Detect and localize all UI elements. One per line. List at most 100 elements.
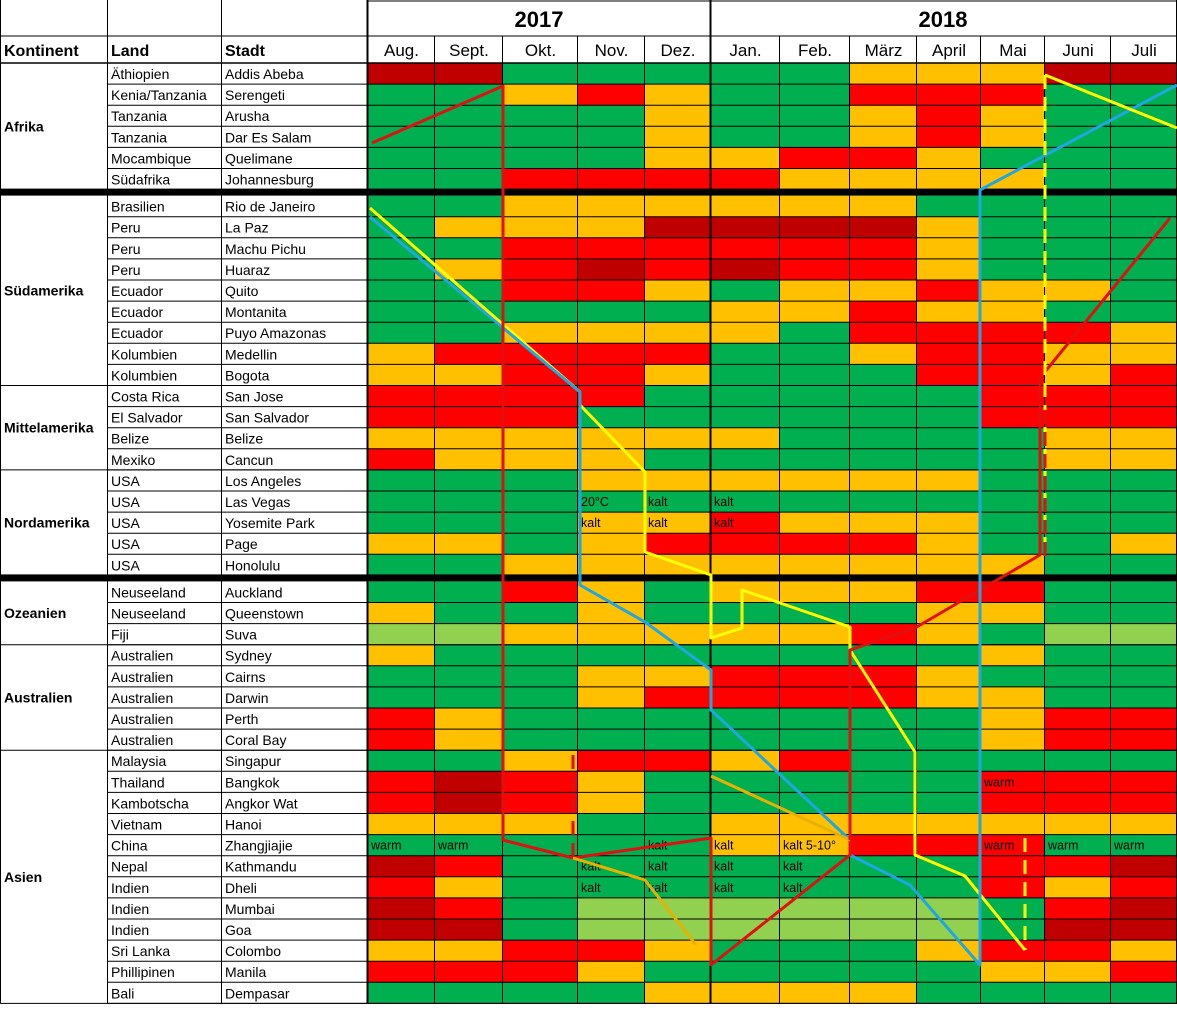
rating-cell[interactable] <box>1045 813 1111 835</box>
land-label[interactable]: Kambotscha <box>111 795 189 811</box>
rating-cell[interactable] <box>435 195 503 217</box>
rating-cell[interactable] <box>1111 982 1177 1004</box>
rating-cell[interactable] <box>780 364 850 386</box>
rating-cell[interactable] <box>1045 343 1111 365</box>
rating-cell[interactable] <box>711 708 780 730</box>
rating-cell[interactable] <box>981 940 1045 962</box>
rating-cell[interactable] <box>368 448 435 470</box>
rating-cell[interactable] <box>645 105 711 127</box>
rating-cell[interactable] <box>435 491 503 513</box>
rating-cell[interactable] <box>578 469 645 491</box>
rating-cell[interactable] <box>981 729 1045 751</box>
rating-cell[interactable] <box>578 168 645 190</box>
rating-cell[interactable] <box>1045 961 1111 983</box>
rating-cell[interactable] <box>368 237 435 259</box>
rating-cell[interactable] <box>645 195 711 217</box>
rating-cell[interactable] <box>435 84 503 106</box>
rating-cell[interactable] <box>850 168 917 190</box>
rating-cell[interactable] <box>850 876 917 898</box>
rating-cell[interactable] <box>368 686 435 708</box>
rating-cell[interactable] <box>850 512 917 534</box>
stadt-label[interactable]: La Paz <box>225 220 269 236</box>
rating-cell[interactable] <box>1111 512 1177 534</box>
rating-cell[interactable] <box>578 940 645 962</box>
rating-cell[interactable] <box>711 322 780 344</box>
rating-cell[interactable] <box>917 258 981 280</box>
rating-cell[interactable] <box>435 855 503 877</box>
rating-cell[interactable] <box>711 897 780 919</box>
rating-cell[interactable] <box>917 168 981 190</box>
rating-cell[interactable] <box>503 982 578 1004</box>
rating-cell[interactable] <box>1111 195 1177 217</box>
rating-cell[interactable] <box>503 343 578 365</box>
rating-cell[interactable] <box>981 491 1045 513</box>
rating-cell[interactable] <box>1045 469 1111 491</box>
rating-cell[interactable] <box>711 280 780 302</box>
land-label[interactable]: USA <box>111 536 140 552</box>
rating-cell[interactable] <box>780 258 850 280</box>
rating-cell[interactable] <box>981 708 1045 730</box>
rating-cell[interactable] <box>578 961 645 983</box>
rating-cell[interactable] <box>711 237 780 259</box>
rating-cell[interactable] <box>578 665 645 687</box>
rating-cell[interactable] <box>645 63 711 85</box>
rating-cell[interactable] <box>368 385 435 407</box>
rating-cell[interactable] <box>645 301 711 323</box>
rating-cell[interactable] <box>850 322 917 344</box>
stadt-label[interactable]: Quito <box>225 283 259 299</box>
rating-cell[interactable] <box>780 623 850 645</box>
rating-cell[interactable] <box>1111 771 1177 793</box>
kontinent-label[interactable]: Nordamerika <box>4 515 90 531</box>
rating-cell[interactable] <box>711 533 780 555</box>
rating-cell[interactable] <box>917 469 981 491</box>
rating-cell[interactable] <box>435 63 503 85</box>
rating-cell[interactable] <box>435 665 503 687</box>
land-label[interactable]: Vietnam <box>111 817 162 833</box>
rating-cell[interactable] <box>503 216 578 238</box>
rating-cell[interactable] <box>917 961 981 983</box>
rating-cell[interactable] <box>981 876 1045 898</box>
rating-cell[interactable] <box>578 855 645 877</box>
rating-cell[interactable] <box>368 792 435 814</box>
rating-cell[interactable] <box>503 792 578 814</box>
rating-cell[interactable] <box>1111 258 1177 280</box>
rating-cell[interactable] <box>711 448 780 470</box>
rating-cell[interactable] <box>578 84 645 106</box>
rating-cell[interactable] <box>917 813 981 835</box>
rating-cell[interactable] <box>368 554 435 576</box>
rating-cell[interactable] <box>711 491 780 513</box>
rating-cell[interactable] <box>645 876 711 898</box>
rating-cell[interactable] <box>1045 533 1111 555</box>
rating-cell[interactable] <box>850 623 917 645</box>
stadt-label[interactable]: Dheli <box>225 880 257 896</box>
rating-cell[interactable] <box>1045 427 1111 449</box>
rating-cell[interactable] <box>503 126 578 148</box>
rating-cell[interactable] <box>711 63 780 85</box>
rating-cell[interactable] <box>368 855 435 877</box>
rating-cell[interactable] <box>917 105 981 127</box>
rating-cell[interactable] <box>1045 602 1111 624</box>
land-label[interactable]: Fiji <box>111 627 129 643</box>
rating-cell[interactable] <box>711 602 780 624</box>
stadt-label[interactable]: Perth <box>225 711 258 727</box>
rating-cell[interactable] <box>981 126 1045 148</box>
rating-cell[interactable] <box>503 63 578 85</box>
column-header-kontinent[interactable]: Kontinent <box>4 43 79 60</box>
rating-cell[interactable] <box>435 708 503 730</box>
rating-cell[interactable] <box>850 792 917 814</box>
rating-cell[interactable] <box>780 792 850 814</box>
rating-cell[interactable] <box>917 533 981 555</box>
rating-cell[interactable] <box>981 961 1045 983</box>
rating-cell[interactable] <box>850 427 917 449</box>
rating-cell[interactable] <box>780 708 850 730</box>
land-label[interactable]: USA <box>111 557 140 573</box>
stadt-label[interactable]: Puyo Amazonas <box>225 325 326 341</box>
rating-cell[interactable] <box>850 63 917 85</box>
stadt-label[interactable]: Arusha <box>225 108 270 124</box>
column-header-land[interactable]: Land <box>111 43 149 60</box>
rating-cell[interactable] <box>503 602 578 624</box>
stadt-label[interactable]: Suva <box>225 627 257 643</box>
land-label[interactable]: China <box>111 838 148 854</box>
rating-cell[interactable] <box>503 301 578 323</box>
land-label[interactable]: Neuseeland <box>111 584 186 600</box>
